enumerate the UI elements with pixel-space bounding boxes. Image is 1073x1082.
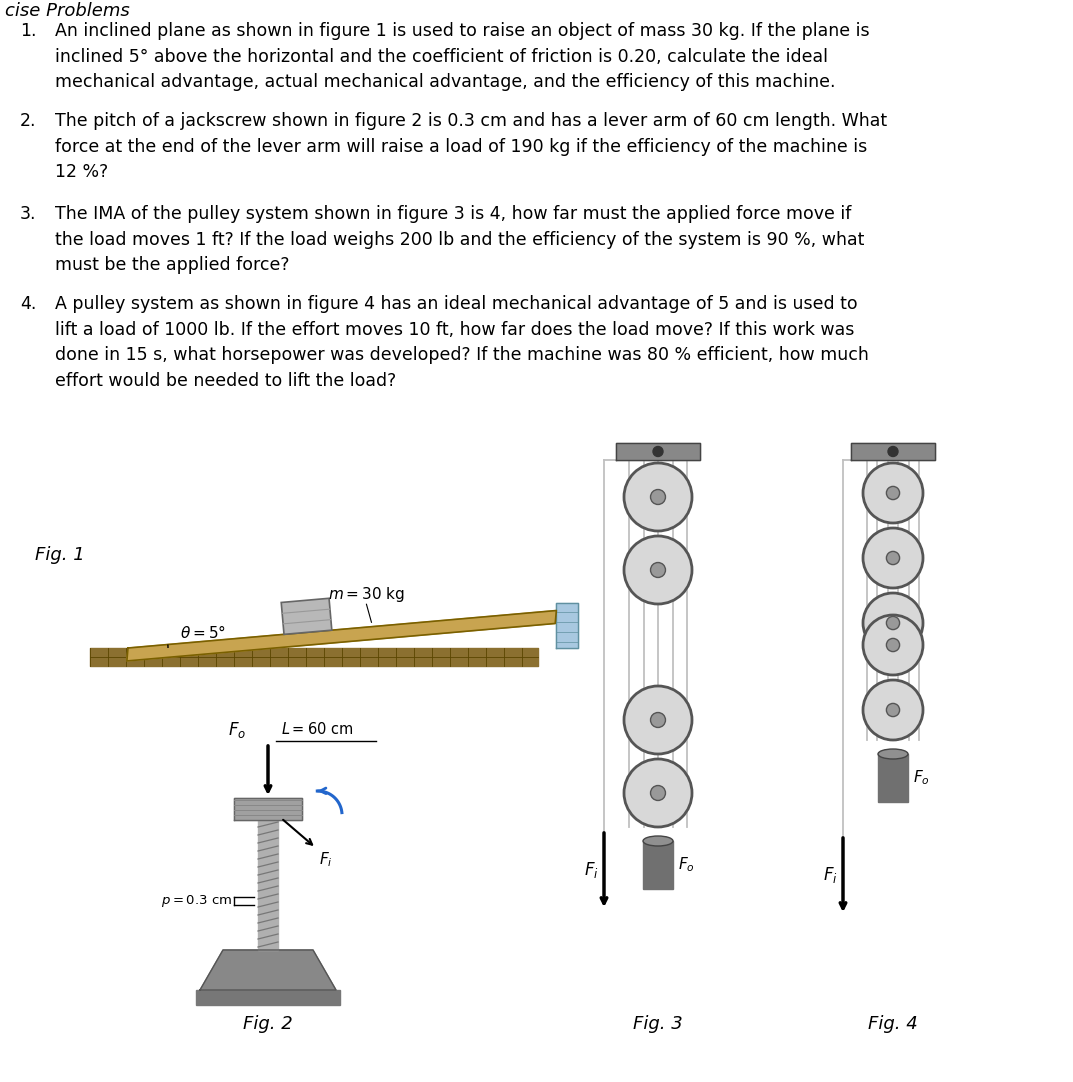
Circle shape bbox=[888, 447, 898, 457]
Text: An inclined plane as shown in figure 1 is used to raise an object of mass 30 kg.: An inclined plane as shown in figure 1 i… bbox=[55, 22, 869, 91]
Polygon shape bbox=[616, 443, 700, 460]
Text: $F_o$: $F_o$ bbox=[913, 768, 930, 788]
Polygon shape bbox=[127, 610, 557, 661]
Polygon shape bbox=[196, 990, 340, 1005]
Polygon shape bbox=[878, 754, 908, 802]
Circle shape bbox=[624, 758, 692, 827]
Circle shape bbox=[624, 536, 692, 604]
Circle shape bbox=[863, 679, 923, 740]
Text: Fig. 4: Fig. 4 bbox=[868, 1015, 917, 1033]
Text: $F_i$: $F_i$ bbox=[319, 850, 333, 869]
Bar bbox=[281, 598, 332, 634]
Circle shape bbox=[886, 552, 899, 565]
Ellipse shape bbox=[878, 749, 908, 758]
Ellipse shape bbox=[643, 836, 673, 846]
Text: Fig. 1: Fig. 1 bbox=[35, 546, 85, 564]
Circle shape bbox=[863, 463, 923, 523]
Circle shape bbox=[863, 615, 923, 675]
Text: $p = 0.3\ \mathrm{cm}$: $p = 0.3\ \mathrm{cm}$ bbox=[161, 893, 232, 909]
Circle shape bbox=[650, 489, 665, 504]
Circle shape bbox=[624, 463, 692, 531]
Text: 2.: 2. bbox=[20, 113, 36, 130]
Text: Fig. 3: Fig. 3 bbox=[633, 1015, 682, 1033]
Polygon shape bbox=[258, 820, 278, 950]
Text: $L = 60\ \mathrm{cm}$: $L = 60\ \mathrm{cm}$ bbox=[281, 721, 353, 737]
Circle shape bbox=[624, 686, 692, 754]
Text: 4.: 4. bbox=[20, 295, 36, 313]
Circle shape bbox=[650, 563, 665, 578]
Circle shape bbox=[886, 638, 899, 651]
Text: A pulley system as shown in figure 4 has an ideal mechanical advantage of 5 and : A pulley system as shown in figure 4 has… bbox=[55, 295, 869, 391]
Text: $F_o$: $F_o$ bbox=[678, 856, 695, 874]
Polygon shape bbox=[643, 841, 673, 889]
Polygon shape bbox=[234, 799, 302, 820]
Circle shape bbox=[863, 528, 923, 588]
Text: $\theta = 5°$: $\theta = 5°$ bbox=[180, 624, 226, 641]
Text: cise Problems: cise Problems bbox=[5, 2, 130, 19]
Text: The IMA of the pulley system shown in figure 3 is 4, how far must the applied fo: The IMA of the pulley system shown in fi… bbox=[55, 204, 865, 275]
Text: The pitch of a jackscrew shown in figure 2 is 0.3 cm and has a lever arm of 60 c: The pitch of a jackscrew shown in figure… bbox=[55, 113, 887, 182]
Polygon shape bbox=[557, 603, 578, 648]
Circle shape bbox=[650, 713, 665, 727]
Polygon shape bbox=[200, 950, 336, 990]
Text: $F_i$: $F_i$ bbox=[823, 865, 838, 885]
Circle shape bbox=[886, 487, 899, 500]
Circle shape bbox=[886, 703, 899, 716]
Polygon shape bbox=[851, 443, 935, 460]
Text: $m = 30\ \mathrm{kg}$: $m = 30\ \mathrm{kg}$ bbox=[328, 585, 405, 604]
Text: Fig. 2: Fig. 2 bbox=[244, 1015, 293, 1033]
Circle shape bbox=[863, 593, 923, 654]
Circle shape bbox=[886, 617, 899, 630]
Text: 3.: 3. bbox=[20, 204, 36, 223]
Text: $F_o$: $F_o$ bbox=[227, 720, 246, 740]
Circle shape bbox=[653, 447, 663, 457]
Text: $F_i$: $F_i$ bbox=[585, 860, 599, 880]
Text: 1.: 1. bbox=[20, 22, 36, 40]
Circle shape bbox=[650, 786, 665, 801]
